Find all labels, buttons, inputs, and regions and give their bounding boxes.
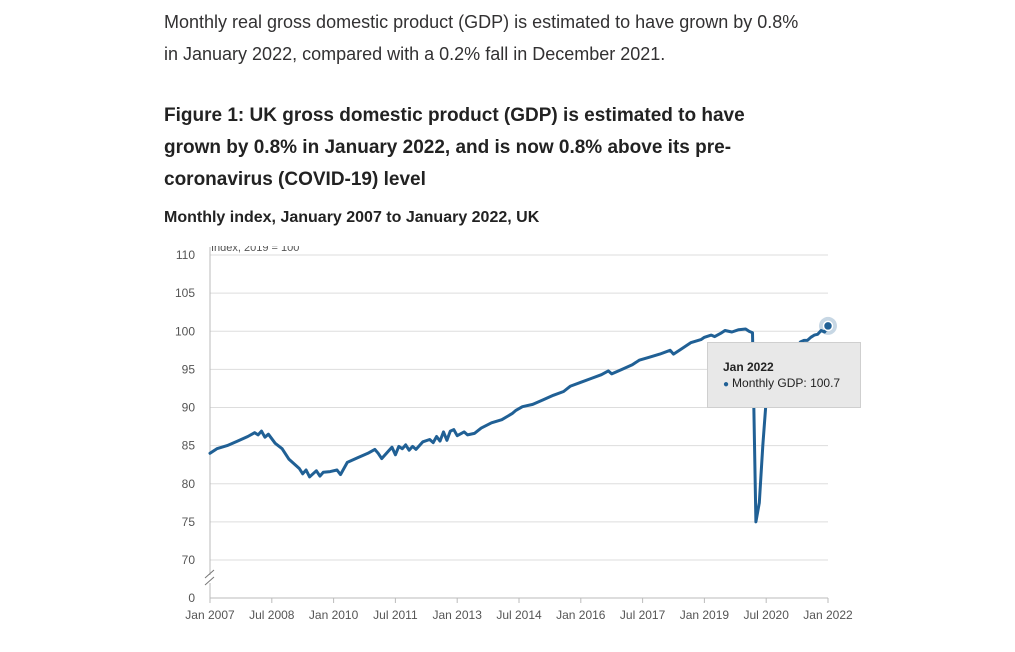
- y-tick-label: 95: [182, 362, 196, 376]
- y-tick-label: 70: [182, 553, 196, 567]
- x-tick-label: Jan 2016: [556, 608, 606, 622]
- x-tick-label: Jan 2010: [309, 608, 359, 622]
- highlight-point: [822, 320, 834, 332]
- y-tick-label: 0: [188, 591, 195, 605]
- x-tick-label: Jul 2008: [249, 608, 295, 622]
- intro-paragraph: Monthly real gross domestic product (GDP…: [164, 12, 799, 64]
- axis-break-gap: [206, 575, 214, 583]
- axis-break-mark: [204, 576, 215, 586]
- x-tick-label: Jan 2022: [803, 608, 853, 622]
- x-tick-label: Jan 2007: [185, 608, 235, 622]
- y-tick-label: 85: [182, 439, 196, 453]
- tooltip-value: Monthly GDP: 100.7: [732, 376, 841, 390]
- x-tick-label: Jul 2020: [744, 608, 790, 622]
- series-marker-icon: ●: [723, 379, 730, 390]
- chart-subtitle: Monthly index, January 2007 to January 2…: [164, 209, 540, 226]
- y-tick-label: 80: [182, 477, 196, 491]
- chart-tooltip: Jan 2022 ● Monthly GDP: 100.7: [707, 342, 861, 408]
- figure-title: Figure 1: UK gross domestic product (GDP…: [164, 105, 745, 190]
- unit-label-mask: [211, 230, 331, 246]
- y-tick-label: 90: [182, 401, 196, 415]
- y-tick-label: 100: [175, 324, 195, 338]
- x-tick-label: Jan 2019: [680, 608, 730, 622]
- axis-break-mark: [204, 569, 215, 579]
- x-tick-label: Jan 2013: [433, 608, 483, 622]
- tooltip-date: Jan 2022: [723, 360, 774, 374]
- y-tick-label: 110: [176, 248, 195, 262]
- x-tick-label: Jul 2014: [496, 608, 542, 622]
- y-tick-label: 105: [175, 286, 195, 300]
- x-tick-label: Jul 2017: [620, 608, 666, 622]
- y-tick-label: 75: [182, 515, 196, 529]
- x-tick-label: Jul 2011: [373, 608, 418, 622]
